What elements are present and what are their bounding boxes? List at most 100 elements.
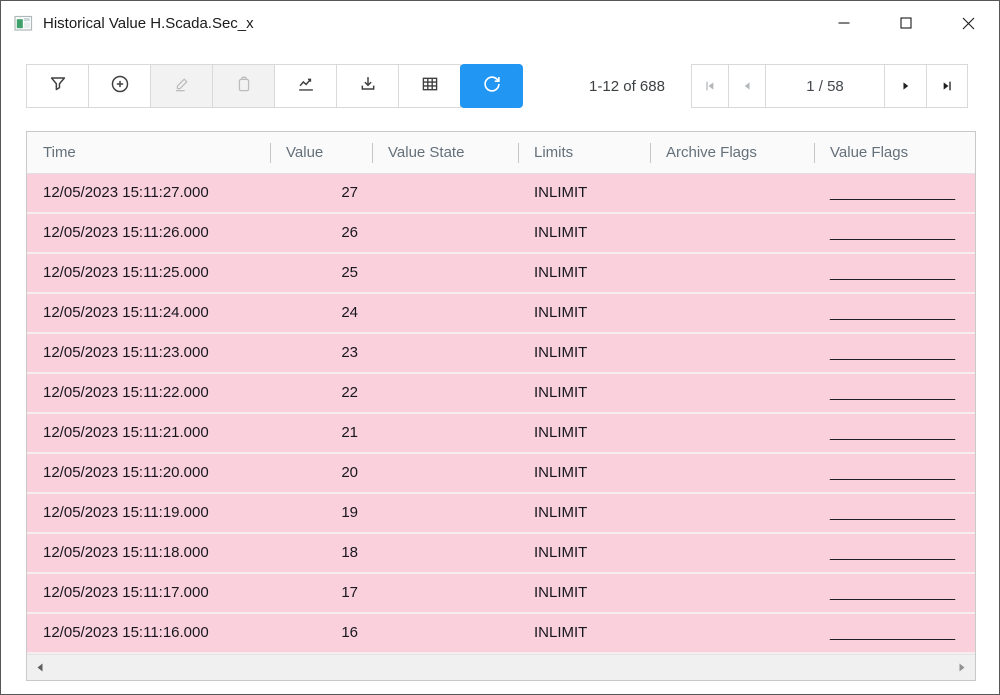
column-header-limits[interactable]: Limits bbox=[518, 132, 650, 173]
chart-button[interactable] bbox=[274, 64, 337, 108]
column-header-value_flags[interactable]: Value Flags bbox=[814, 132, 975, 173]
table-grid-icon bbox=[419, 73, 441, 100]
cell-value_state bbox=[372, 214, 518, 252]
cell-archive_flags bbox=[650, 334, 814, 372]
add-circle-icon bbox=[109, 73, 131, 100]
cell-value: 16 bbox=[341, 624, 358, 641]
column-header-value[interactable]: Value bbox=[270, 132, 372, 173]
cell-archive_flags bbox=[650, 414, 814, 452]
column-header-archive_flags[interactable]: Archive Flags bbox=[650, 132, 814, 173]
cell-value_flags: _______________ bbox=[830, 624, 956, 641]
cell-value: 25 bbox=[341, 264, 358, 281]
maximize-icon[interactable] bbox=[875, 1, 937, 45]
table-row[interactable]: 12/05/2023 15:11:26.000 26 INLIMIT ________… bbox=[27, 214, 975, 254]
next-page-icon[interactable] bbox=[884, 64, 927, 108]
cell-time: 12/05/2023 15:11:17.000 bbox=[43, 584, 209, 601]
filter-button[interactable] bbox=[26, 64, 89, 108]
table-row[interactable]: 12/05/2023 15:11:16.000 16 INLIMIT ________… bbox=[27, 614, 975, 654]
download-icon bbox=[357, 73, 379, 100]
record-range-label: 1-12 of 688 bbox=[589, 77, 665, 95]
cell-time: 12/05/2023 15:11:26.000 bbox=[43, 224, 209, 241]
cell-value: 18 bbox=[341, 544, 358, 561]
table-row[interactable]: 12/05/2023 15:11:27.000 27 INLIMIT ________… bbox=[27, 174, 975, 214]
cell-time: 12/05/2023 15:11:25.000 bbox=[43, 264, 209, 281]
cell-value_state bbox=[372, 614, 518, 652]
table-view-button[interactable] bbox=[398, 64, 461, 108]
cell-limits: INLIMIT bbox=[534, 184, 588, 201]
cell-archive_flags bbox=[650, 614, 814, 652]
table-row[interactable]: 12/05/2023 15:11:24.000 24 INLIMIT ________… bbox=[27, 294, 975, 334]
filter-icon bbox=[47, 73, 69, 100]
cell-limits: INLIMIT bbox=[534, 584, 588, 601]
cell-value_flags: _______________ bbox=[830, 264, 956, 281]
app-icon bbox=[14, 14, 33, 33]
cell-value_state bbox=[372, 494, 518, 532]
cell-archive_flags bbox=[650, 574, 814, 612]
pagination: 1 / 58 bbox=[691, 64, 968, 108]
cell-archive_flags bbox=[650, 374, 814, 412]
cell-value_state bbox=[372, 454, 518, 492]
cell-limits: INLIMIT bbox=[534, 624, 588, 641]
cell-limits: INLIMIT bbox=[534, 264, 588, 281]
cell-value_state bbox=[372, 534, 518, 572]
table-row[interactable]: 12/05/2023 15:11:25.000 25 INLIMIT ________… bbox=[27, 254, 975, 294]
cell-value_state bbox=[372, 574, 518, 612]
chart-line-icon bbox=[295, 73, 317, 100]
table-row[interactable]: 12/05/2023 15:11:20.000 20 INLIMIT ________… bbox=[27, 454, 975, 494]
cell-limits: INLIMIT bbox=[534, 464, 588, 481]
minimize-icon[interactable] bbox=[813, 1, 875, 45]
cell-value_flags: _______________ bbox=[830, 544, 956, 561]
cell-value_flags: _______________ bbox=[830, 304, 956, 321]
table-row[interactable]: 12/05/2023 15:11:17.000 17 INLIMIT ________… bbox=[27, 574, 975, 614]
cell-time: 12/05/2023 15:11:19.000 bbox=[43, 504, 209, 521]
close-icon[interactable] bbox=[937, 1, 999, 45]
table-row[interactable]: 12/05/2023 15:11:18.000 18 INLIMIT ________… bbox=[27, 534, 975, 574]
download-button[interactable] bbox=[336, 64, 399, 108]
cell-archive_flags bbox=[650, 254, 814, 292]
table-row[interactable]: 12/05/2023 15:11:22.000 22 INLIMIT ________… bbox=[27, 374, 975, 414]
cell-limits: INLIMIT bbox=[534, 344, 588, 361]
column-header-value_state[interactable]: Value State bbox=[372, 132, 518, 173]
table-row[interactable]: 12/05/2023 15:11:19.000 19 INLIMIT ________… bbox=[27, 494, 975, 534]
last-page-icon[interactable] bbox=[926, 64, 968, 108]
table-body: 12/05/2023 15:11:27.000 27 INLIMIT ________… bbox=[27, 174, 975, 654]
cell-value: 23 bbox=[341, 344, 358, 361]
refresh-button[interactable] bbox=[460, 64, 523, 108]
titlebar: Historical Value H.Scada.Sec_x bbox=[1, 1, 999, 45]
toolbar bbox=[26, 64, 523, 108]
table-row[interactable]: 12/05/2023 15:11:21.000 21 INLIMIT ________… bbox=[27, 414, 975, 454]
cell-limits: INLIMIT bbox=[534, 504, 588, 521]
add-button[interactable] bbox=[88, 64, 151, 108]
cell-value: 26 bbox=[341, 224, 358, 241]
cell-value: 20 bbox=[341, 464, 358, 481]
cell-value: 17 bbox=[341, 584, 358, 601]
previous-page-icon[interactable] bbox=[728, 64, 766, 108]
edit-button[interactable] bbox=[150, 64, 213, 108]
cell-value: 21 bbox=[341, 424, 358, 441]
column-header-time[interactable]: Time bbox=[43, 144, 76, 161]
scroll-right-icon[interactable] bbox=[957, 662, 967, 673]
scroll-left-icon[interactable] bbox=[35, 662, 45, 673]
cell-value_flags: _______________ bbox=[830, 184, 956, 201]
delete-button[interactable] bbox=[212, 64, 275, 108]
h-scrollbar[interactable] bbox=[27, 654, 975, 680]
cell-limits: INLIMIT bbox=[534, 544, 588, 561]
edit-pencil-icon bbox=[171, 73, 193, 100]
cell-limits: INLIMIT bbox=[534, 304, 588, 321]
cell-time: 12/05/2023 15:11:21.000 bbox=[43, 424, 209, 441]
first-page-icon[interactable] bbox=[691, 64, 729, 108]
cell-limits: INLIMIT bbox=[534, 424, 588, 441]
cell-time: 12/05/2023 15:11:16.000 bbox=[43, 624, 209, 641]
window-title: Historical Value H.Scada.Sec_x bbox=[43, 14, 254, 32]
page-indicator[interactable]: 1 / 58 bbox=[765, 64, 885, 108]
cell-limits: INLIMIT bbox=[534, 224, 588, 241]
cell-value_state bbox=[372, 294, 518, 332]
cell-value_flags: _______________ bbox=[830, 464, 956, 481]
cell-archive_flags bbox=[650, 214, 814, 252]
window-controls bbox=[813, 1, 999, 45]
cell-time: 12/05/2023 15:11:18.000 bbox=[43, 544, 209, 561]
cell-value: 22 bbox=[341, 384, 358, 401]
cell-value_state bbox=[372, 254, 518, 292]
table-row[interactable]: 12/05/2023 15:11:23.000 23 INLIMIT ________… bbox=[27, 334, 975, 374]
